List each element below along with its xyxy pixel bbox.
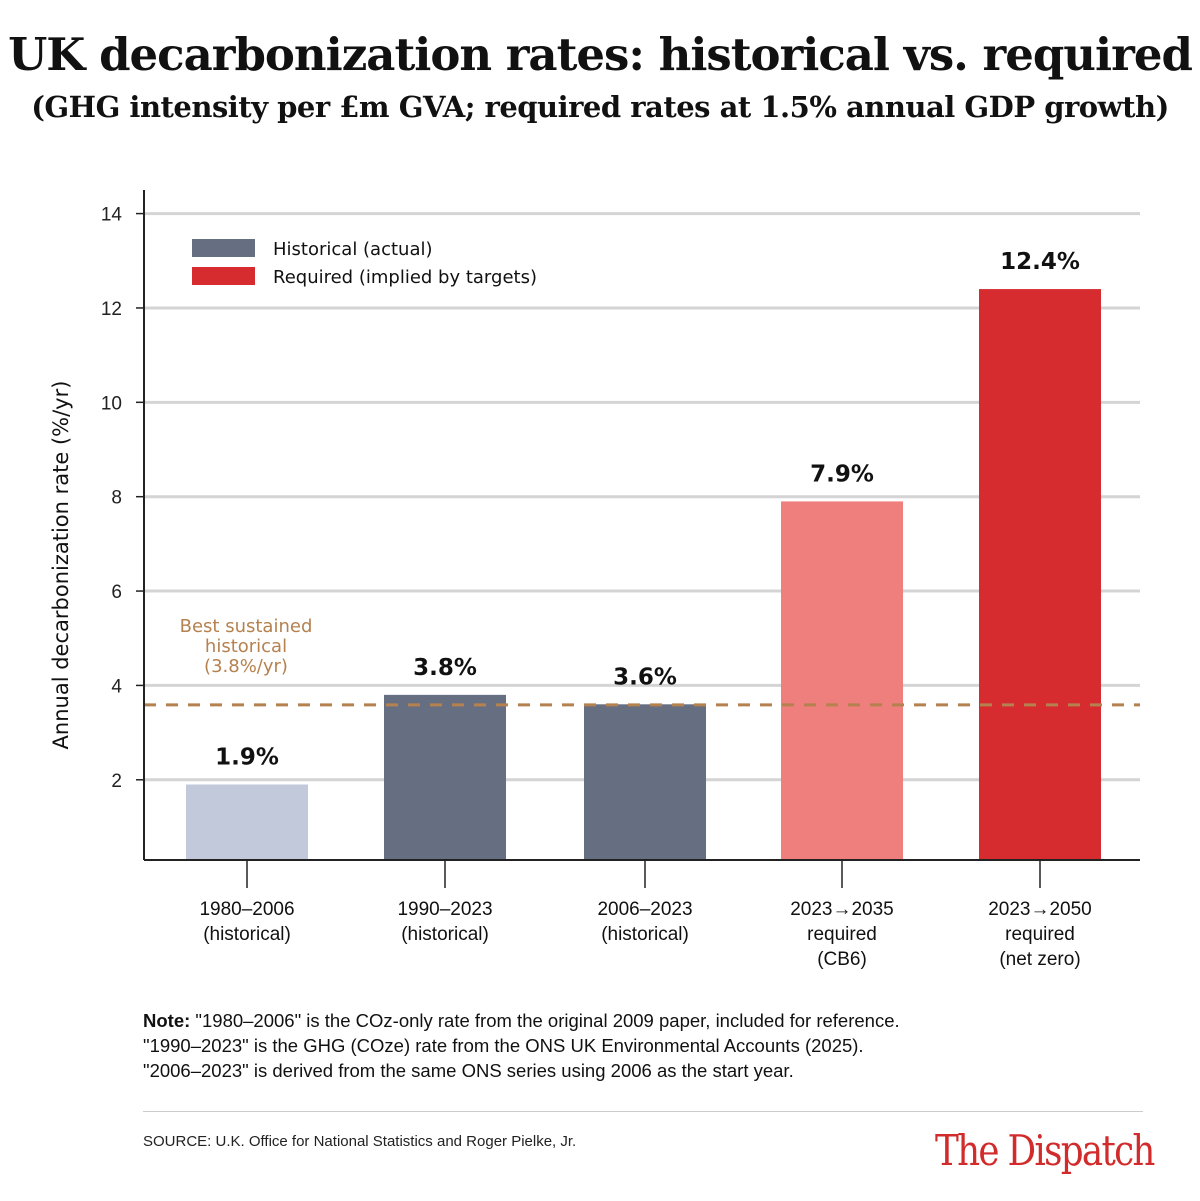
legend-swatch: [192, 239, 255, 257]
divider: [143, 1111, 1143, 1112]
data-label: 3.8%: [413, 655, 477, 681]
the-dispatch-logo: The Dispatch: [935, 1126, 1155, 1175]
y-tick-label: 4: [111, 676, 122, 697]
x-tick-label: 1980–2006: [199, 899, 294, 920]
y-tick-label: 8: [111, 488, 122, 509]
x-tick-label: 2023→2035: [790, 899, 894, 920]
chart-subtitle: (GHG intensity per £m GVA; required rate…: [31, 90, 1169, 124]
source: SOURCE: U.K. Office for National Statist…: [143, 1133, 577, 1150]
note-line-3: "2006–2023" is derived from the same ONS…: [143, 1060, 794, 1081]
legend-label: Historical (actual): [273, 239, 433, 260]
x-tick-label: (CB6): [817, 949, 867, 970]
x-tick-label: 1990–2023: [397, 899, 492, 920]
note: Note: "1980–2006" is the COz-only rate f…: [143, 1008, 900, 1083]
note-line-2: "1990–2023" is the GHG (COze) rate from …: [143, 1035, 864, 1056]
data-label: 12.4%: [1000, 249, 1080, 275]
legend-label: Required (implied by targets): [273, 267, 537, 288]
bar: [979, 289, 1101, 861]
bar-chart: 2 4 6 8 10 12 14 1.9% 1980–2006 (historical) 3.8% 1…: [49, 190, 1140, 970]
x-tick-label: (net zero): [999, 949, 1080, 970]
x-tick-label: (historical): [401, 924, 489, 945]
bar: [186, 784, 308, 860]
y-tick-label: 2: [111, 771, 122, 792]
reference-line-label: historical: [205, 636, 287, 657]
y-tick-label: 6: [111, 582, 122, 603]
x-tick-label: required: [807, 924, 877, 945]
reference-line-label: Best sustained: [180, 616, 313, 637]
reference-line-label: (3.8%/yr): [204, 656, 288, 677]
x-tick-label: (historical): [601, 924, 689, 945]
data-label: 3.6%: [613, 664, 677, 690]
note-label: Note:: [143, 1010, 191, 1031]
y-axis-label: Annual decarbonization rate (%/yr): [49, 381, 73, 750]
legend-swatch: [192, 267, 255, 285]
x-tick-label: 2006–2023: [597, 899, 692, 920]
note-line-1: "1980–2006" is the COz-only rate from th…: [195, 1010, 900, 1031]
data-label: 7.9%: [810, 461, 874, 487]
y-tick-label: 14: [101, 205, 123, 226]
x-tick-label: (historical): [203, 924, 291, 945]
chart-title: UK decarbonization rates: historical vs.…: [8, 28, 1193, 81]
bar: [584, 704, 706, 860]
data-label: 1.9%: [215, 745, 279, 771]
x-tick-label: 2023→2050: [988, 899, 1092, 920]
y-tick-label: 12: [101, 299, 122, 320]
bar: [384, 694, 506, 860]
y-tick-label: 10: [101, 393, 122, 414]
bar: [781, 501, 903, 860]
x-tick-label: required: [1005, 924, 1075, 945]
